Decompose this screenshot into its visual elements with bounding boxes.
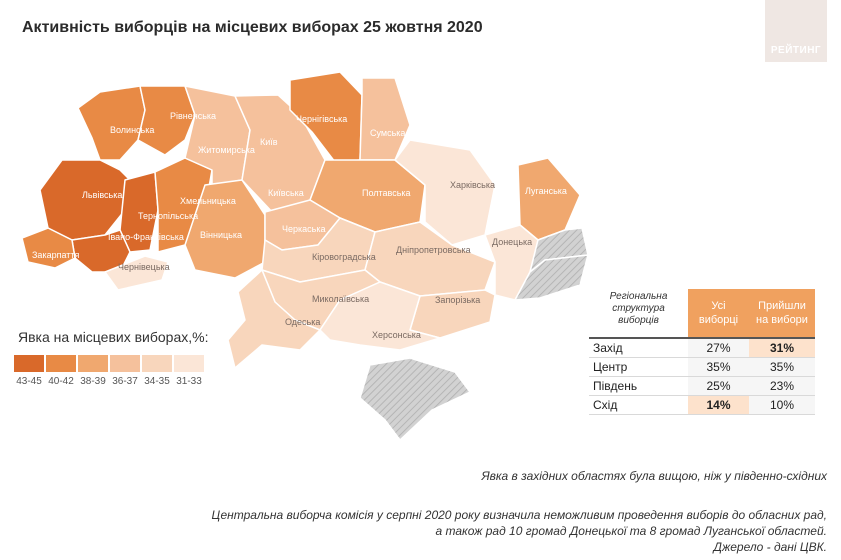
table-cell-came-to-vote: 23% (749, 376, 815, 396)
cec-note-line-1: Центральна виборча комісія у серпні 2020… (211, 508, 828, 522)
cec-note-line-2: а також рад 10 громад Донецької та 8 гро… (435, 524, 827, 538)
rating-logo: РЕЙТИНГ (765, 0, 827, 62)
table-row: Захід 27% 31% (589, 337, 815, 358)
legend-label: 34-35 (144, 376, 170, 387)
legend-label: 38-39 (80, 376, 106, 387)
legend-label: 43-45 (16, 376, 42, 387)
region-label: Донецька (492, 237, 532, 247)
legend-item: 38-39 (78, 355, 108, 387)
occupied-territory-2 (514, 254, 589, 301)
region-label: Дніпропетровська (396, 245, 471, 255)
table-cell-region: Південь (589, 376, 688, 396)
region-label: Тернопільська (138, 211, 198, 221)
region-label: Полтавська (362, 188, 411, 198)
legend-item: 31-33 (174, 355, 204, 387)
region-Львівська (39, 159, 131, 241)
table-cell-all-voters: 35% (688, 357, 749, 377)
legend-swatch (46, 355, 76, 372)
region-label: Київська (268, 188, 304, 198)
legend-swatch (142, 355, 172, 372)
legend-swatch (110, 355, 140, 372)
region-Сумська (359, 77, 411, 161)
region-label: Вінницька (200, 230, 242, 240)
table-cell-region: Центр (589, 357, 688, 377)
legend-label: 36-37 (112, 376, 138, 387)
region-label: Харківська (450, 180, 495, 190)
region-Волинська (77, 85, 146, 161)
region-label: Миколаївська (312, 294, 369, 304)
region-label: Волинська (110, 125, 154, 135)
table-row: Південь 25% 23% (589, 376, 815, 396)
table-header-came-to-vote: Прийшли на вибори (749, 289, 815, 338)
occupied-territory-3 (359, 357, 471, 441)
region-Луганська (517, 157, 581, 241)
region-label: Рівненська (170, 111, 216, 121)
cec-note: Центральна виборча комісія у серпні 2020… (212, 507, 828, 555)
region-label: Київ (260, 137, 278, 147)
legend-swatch (174, 355, 204, 372)
region-label: Херсонська (372, 330, 421, 340)
table-cell-all-voters: 14% (688, 395, 749, 415)
table-cell-came-to-vote: 10% (749, 395, 815, 415)
region-label: Одеська (285, 317, 320, 327)
region-Закарпаття (21, 227, 76, 269)
region-label: Сумська (370, 128, 405, 138)
region-Івано-Франківська (71, 229, 131, 273)
table-cell-region: Захід (589, 337, 688, 358)
ukraine-turnout-map: Волинська Рівненська Львівська Тернопільськ… (21, 71, 589, 441)
region-label: Хмельницька (180, 196, 236, 206)
legend-label: 31-33 (176, 376, 202, 387)
page-title: Активність виборців на місцевих виборах … (22, 19, 483, 36)
region-label: Кіровоградська (312, 252, 376, 262)
region-label: Івано-Франківська (108, 232, 184, 242)
table-cell-all-voters: 25% (688, 376, 749, 396)
region-label: Запорізька (435, 295, 480, 305)
table-header-structure: Регіональна структура виборців (609, 291, 668, 326)
table-row: Схід 14% 10% (589, 395, 815, 415)
logo-text: РЕЙТИНГ (770, 45, 822, 56)
voter-structure-table: Регіональна структура виборців Усі вибор… (589, 289, 815, 415)
table-cell-came-to-vote: 31% (749, 337, 815, 358)
headline-note: Явка в західних областях була вищою, ніж… (481, 469, 827, 483)
legend-title: Явка на місцевих виборах,%: (18, 329, 209, 345)
table-row: Центр 35% 35% (589, 357, 815, 377)
region-Одеська (227, 269, 321, 369)
table-header-all-voters: Усі виборці (688, 289, 749, 338)
table-cell-region: Схід (589, 395, 688, 415)
legend-item: 36-37 (110, 355, 140, 387)
region-label: Черкаська (282, 224, 325, 234)
region-label: Львівська (82, 190, 122, 200)
table-cell-all-voters: 27% (688, 337, 749, 358)
legend-item: 40-42 (46, 355, 76, 387)
region-Вінницька (184, 179, 266, 279)
region-label: Житомирська (198, 145, 255, 155)
map-legend: 43-45 40-42 38-39 36-37 34-35 31-33 (14, 355, 206, 387)
table-cell-came-to-vote: 35% (749, 357, 815, 377)
region-Чернівецька (104, 255, 169, 291)
region-Херсонська (319, 281, 441, 351)
source-note: Джерело - дані ЦВК. (713, 540, 827, 554)
region-label: Закарпаття (32, 250, 80, 260)
legend-swatch (78, 355, 108, 372)
legend-label: 40-42 (48, 376, 74, 387)
legend-item: 43-45 (14, 355, 44, 387)
region-label: Чернігівська (296, 114, 347, 124)
legend-item: 34-35 (142, 355, 172, 387)
legend-swatch (14, 355, 44, 372)
region-label: Луганська (525, 186, 567, 196)
region-label: Чернівецька (118, 262, 170, 272)
